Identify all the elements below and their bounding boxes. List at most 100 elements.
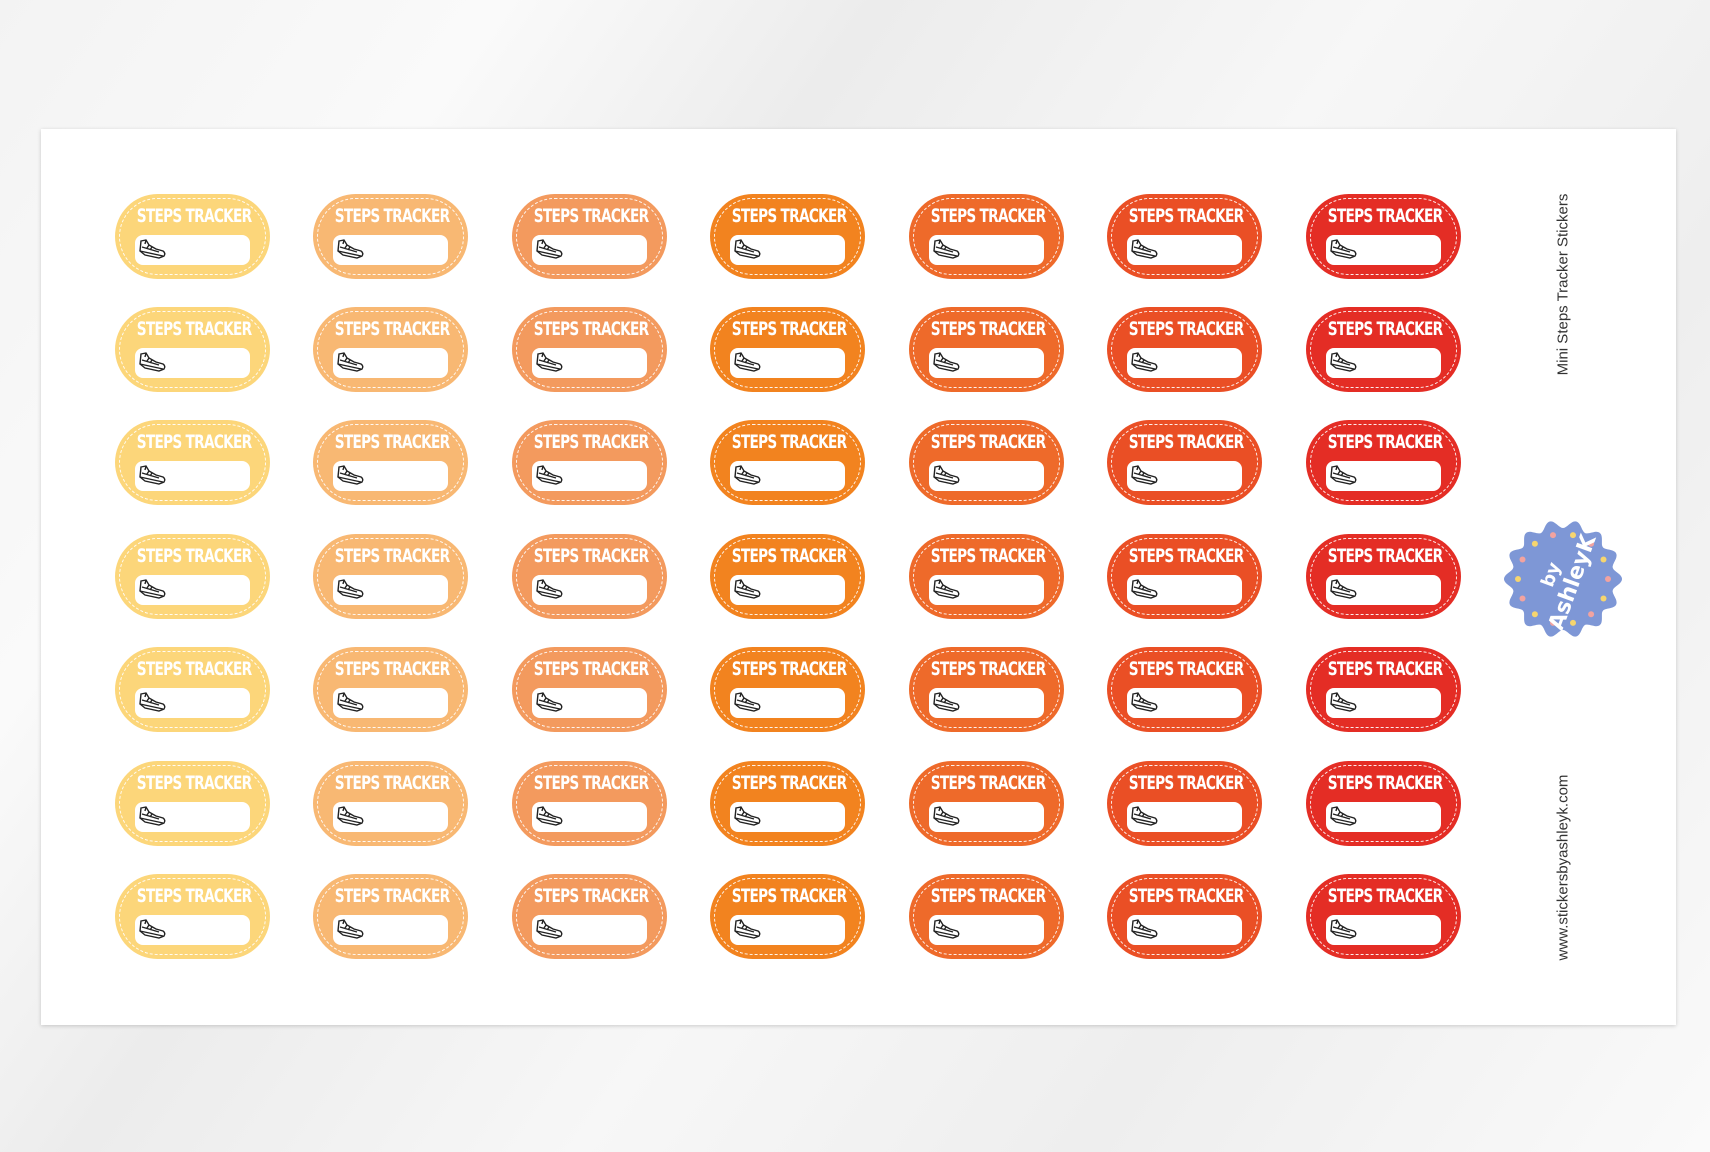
write-in-box (531, 914, 647, 945)
stitch-border (515, 764, 663, 842)
write-in-box (730, 574, 845, 605)
steps-tracker-sticker: STEPS TRACKER (1107, 420, 1262, 506)
sneaker-icon (137, 804, 167, 828)
stitch-border (317, 310, 464, 388)
steps-tracker-sticker: STEPS TRACKER (1107, 533, 1262, 619)
steps-tracker-sticker: STEPS TRACKER (511, 420, 667, 506)
sticker-label: STEPS TRACKER (1128, 884, 1245, 907)
stitch-border (714, 764, 861, 842)
steps-tracker-sticker: STEPS TRACKER (710, 306, 865, 392)
steps-tracker-sticker: STEPS TRACKER (1305, 193, 1461, 279)
write-in-box (333, 461, 448, 492)
sneaker-icon (335, 350, 365, 374)
sneaker-icon (732, 350, 762, 374)
sneaker-icon (1129, 917, 1159, 941)
write-in-box (730, 801, 845, 832)
stitch-border (317, 651, 464, 729)
write-in-box (333, 347, 448, 378)
sticker-label: STEPS TRACKER (136, 431, 252, 454)
sticker-label: STEPS TRACKER (1327, 884, 1443, 907)
stitch-border (515, 197, 663, 275)
write-in-box (531, 234, 647, 265)
sneaker-icon (137, 350, 167, 374)
write-in-box (1127, 234, 1242, 265)
steps-tracker-sticker: STEPS TRACKER (313, 193, 468, 279)
sticker-label: STEPS TRACKER (1128, 544, 1245, 567)
sneaker-icon (732, 804, 762, 828)
write-in-box (134, 574, 250, 605)
heart-icon (1531, 611, 1538, 618)
sneaker-icon (335, 804, 365, 828)
steps-tracker-sticker: STEPS TRACKER (511, 647, 667, 733)
stitch-border (714, 310, 861, 388)
steps-tracker-sticker: STEPS TRACKER (313, 647, 468, 733)
sneaker-icon (931, 690, 961, 714)
stitch-border (912, 877, 1060, 955)
stitch-border (1309, 877, 1457, 955)
stitch-border (118, 877, 266, 955)
stitch-border (1111, 197, 1258, 275)
steps-tracker-sticker: STEPS TRACKER (1107, 873, 1262, 959)
steps-tracker-sticker: STEPS TRACKER (710, 533, 865, 619)
stitch-border (118, 651, 266, 729)
stitch-border (118, 537, 266, 615)
steps-tracker-sticker: STEPS TRACKER (1305, 420, 1461, 506)
steps-tracker-sticker: STEPS TRACKER (114, 533, 270, 619)
sticker-label: STEPS TRACKER (136, 771, 252, 794)
sticker-label: STEPS TRACKER (1327, 204, 1443, 227)
sneaker-icon (1328, 463, 1358, 487)
sticker-label: STEPS TRACKER (930, 204, 1046, 227)
steps-tracker-sticker: STEPS TRACKER (908, 533, 1064, 619)
stitch-border (714, 197, 861, 275)
steps-tracker-sticker: STEPS TRACKER (710, 760, 865, 846)
stitch-border (912, 764, 1060, 842)
steps-tracker-sticker: STEPS TRACKER (114, 306, 270, 392)
sticker-label: STEPS TRACKER (1327, 658, 1443, 681)
write-in-box (730, 914, 845, 945)
steps-tracker-sticker: STEPS TRACKER (1107, 306, 1262, 392)
sneaker-icon (1129, 577, 1159, 601)
sticker-label: STEPS TRACKER (731, 771, 848, 794)
write-in-box (333, 234, 448, 265)
stitch-border (912, 310, 1060, 388)
sneaker-icon (1129, 350, 1159, 374)
sneaker-icon (335, 463, 365, 487)
sticker-label: STEPS TRACKER (136, 204, 252, 227)
write-in-box (531, 461, 647, 492)
sticker-label: STEPS TRACKER (334, 658, 451, 681)
sheet-title: Mini Steps Tracker Stickers (1554, 193, 1572, 376)
steps-tracker-sticker: STEPS TRACKER (1305, 873, 1461, 959)
stitch-border (515, 537, 663, 615)
heart-icon (1531, 540, 1538, 547)
sneaker-icon (1328, 690, 1358, 714)
write-in-box (1325, 688, 1441, 719)
write-in-box (333, 574, 448, 605)
steps-tracker-sticker: STEPS TRACKER (1107, 193, 1262, 279)
steps-tracker-sticker: STEPS TRACKER (1305, 533, 1461, 619)
steps-tracker-sticker: STEPS TRACKER (908, 647, 1064, 733)
sneaker-icon (534, 804, 564, 828)
steps-tracker-sticker: STEPS TRACKER (511, 306, 667, 392)
write-in-box (928, 574, 1044, 605)
sticker-label: STEPS TRACKER (1327, 771, 1443, 794)
sticker-label: STEPS TRACKER (930, 544, 1046, 567)
stitch-border (1309, 197, 1457, 275)
steps-tracker-sticker: STEPS TRACKER (1107, 647, 1262, 733)
sneaker-icon (1328, 804, 1358, 828)
sneaker-icon (1328, 917, 1358, 941)
steps-tracker-sticker: STEPS TRACKER (114, 873, 270, 959)
sticker-label: STEPS TRACKER (1128, 317, 1245, 340)
write-in-box (1325, 234, 1441, 265)
heart-icon (1605, 576, 1611, 582)
steps-tracker-sticker: STEPS TRACKER (114, 647, 270, 733)
write-in-box (531, 688, 647, 719)
website-url: www.stickersbyashleyk.com (1554, 774, 1572, 961)
sticker-label: STEPS TRACKER (533, 884, 649, 907)
write-in-box (1127, 347, 1242, 378)
sneaker-icon (534, 690, 564, 714)
stitch-border (1111, 877, 1258, 955)
steps-tracker-sticker: STEPS TRACKER (908, 420, 1064, 506)
steps-tracker-sticker: STEPS TRACKER (908, 193, 1064, 279)
write-in-box (531, 801, 647, 832)
steps-tracker-sticker: STEPS TRACKER (908, 760, 1064, 846)
